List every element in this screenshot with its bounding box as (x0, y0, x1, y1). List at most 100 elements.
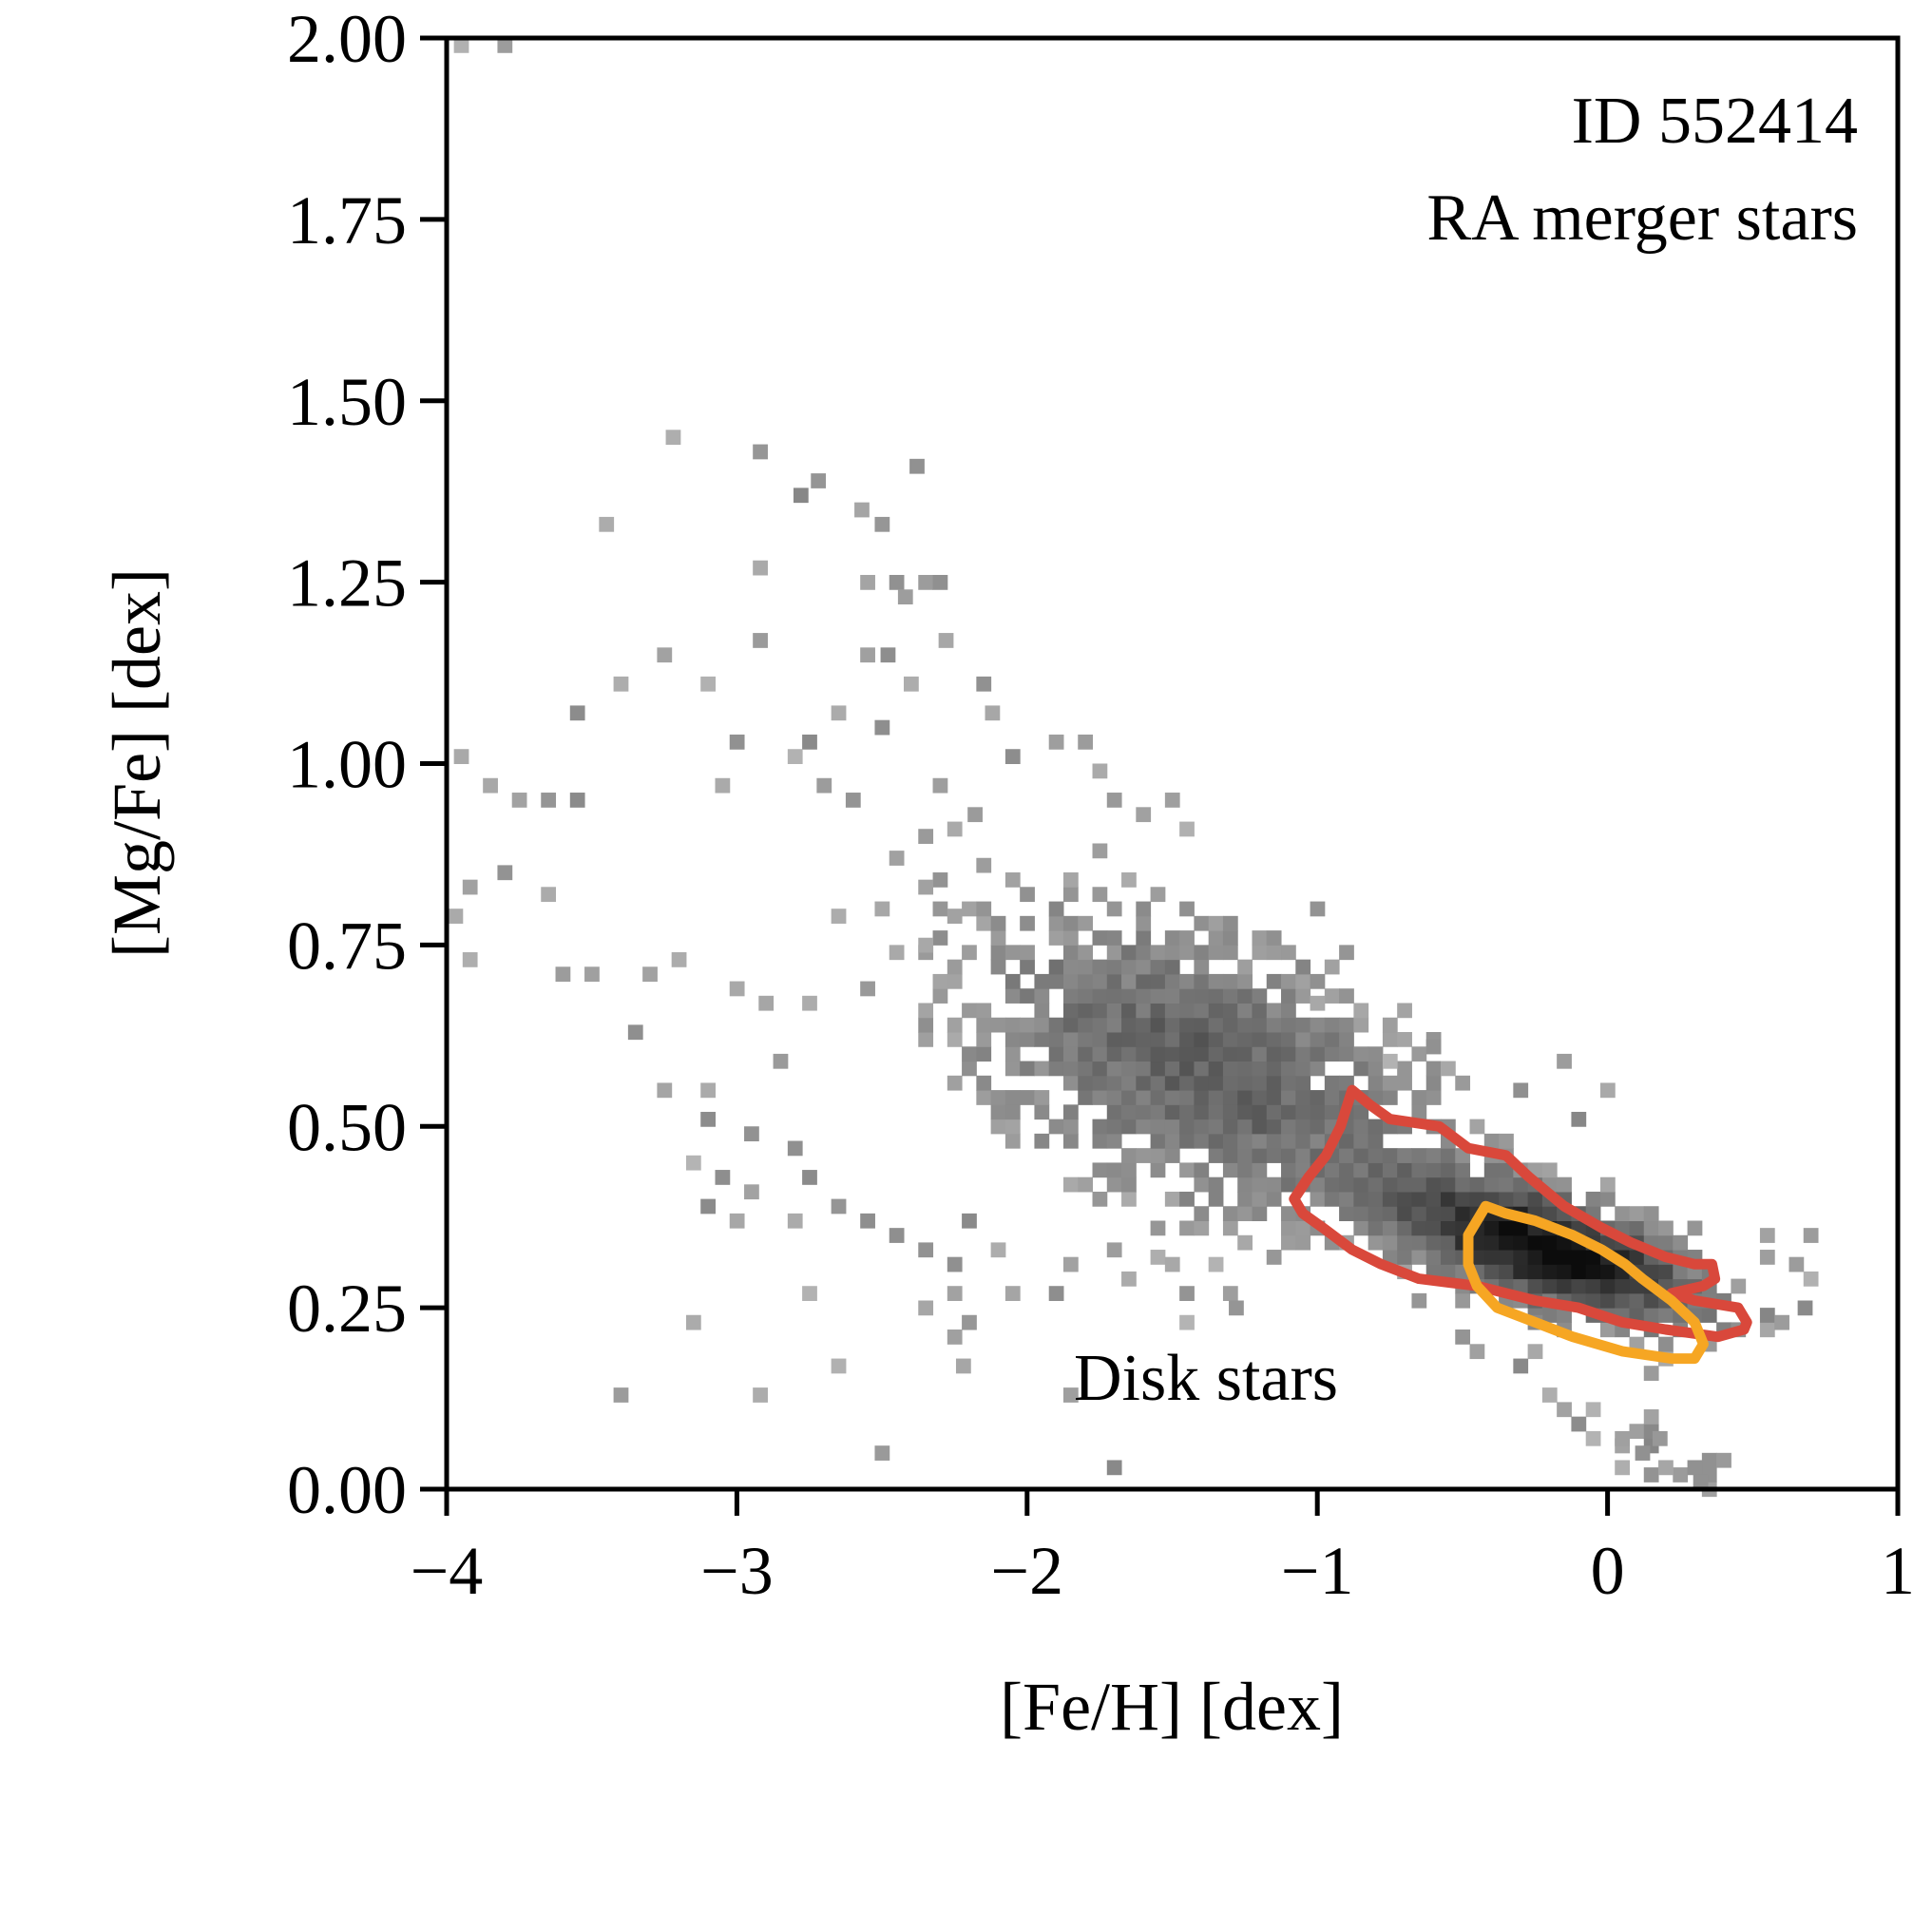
heatmap-cell (1222, 930, 1238, 946)
heatmap-cell (1078, 1031, 1094, 1047)
x-axis-ticks: −4 −3 −2 −1 0 1 (411, 1489, 1915, 1609)
heatmap-cell (990, 959, 1006, 975)
heatmap-cell (1527, 1191, 1543, 1207)
heatmap-cell (1310, 901, 1326, 917)
heatmap-cell (1048, 901, 1064, 917)
heatmap-cell (1353, 1046, 1369, 1062)
heatmap-sparse-cell (1571, 1111, 1587, 1127)
heatmap-cell (1136, 1075, 1152, 1091)
heatmap-cell (1411, 1148, 1427, 1163)
heatmap-cell (1483, 1220, 1500, 1236)
heatmap-cell (1062, 945, 1079, 961)
heatmap-cell (1237, 1075, 1253, 1091)
heatmap-cell (1121, 1119, 1137, 1135)
heatmap-cell (1499, 1176, 1514, 1193)
heatmap-sparse-cell (715, 777, 731, 794)
heatmap-cell (1078, 1090, 1094, 1105)
heatmap-cell (1310, 1046, 1326, 1062)
heatmap-cell (1136, 1046, 1152, 1062)
heatmap-cell (1237, 1148, 1253, 1163)
heatmap-sparse-cell (773, 1053, 789, 1069)
heatmap-cell (1266, 1046, 1282, 1062)
heatmap-cell (1411, 1162, 1427, 1178)
heatmap-cell (1020, 887, 1035, 903)
heatmap-cell (1252, 1148, 1268, 1163)
heatmap-cell (1062, 988, 1079, 1004)
heatmap-cell (1339, 1176, 1354, 1193)
heatmap-cell (1440, 1162, 1456, 1178)
heatmap-cell (1425, 1206, 1442, 1222)
heatmap-cell (1237, 1017, 1253, 1033)
heatmap-cell (1425, 1162, 1442, 1178)
heatmap-cell (918, 1031, 934, 1047)
heatmap-cell (932, 901, 948, 917)
heatmap-cell (1425, 1220, 1442, 1236)
heatmap-cell (1179, 1133, 1195, 1149)
heatmap-cell (1150, 1220, 1166, 1236)
heatmap-cell (918, 829, 934, 844)
heatmap-sparse-cell (1469, 1344, 1485, 1360)
heatmap-sparse-cell (1615, 1430, 1631, 1446)
heatmap-cell (1164, 988, 1180, 1004)
heatmap-sparse-cell (831, 909, 847, 924)
id-annotation: ID 552414 (1572, 85, 1858, 158)
heatmap-cell (1164, 945, 1180, 961)
heatmap-cell (1004, 973, 1021, 989)
heatmap-sparse-cell (753, 633, 768, 648)
heatmap-sparse-cell (753, 1387, 768, 1403)
heatmap-sparse-cell (555, 966, 571, 983)
heatmap-cell (1150, 973, 1166, 989)
heatmap-cell (1179, 1119, 1195, 1135)
heatmap-cell (1121, 1075, 1137, 1091)
heatmap-sparse-cell (1121, 1271, 1137, 1287)
heatmap-cell (1252, 1191, 1268, 1207)
heatmap-cell (1557, 1308, 1572, 1323)
heatmap-cell (1411, 1104, 1427, 1120)
heatmap-cell (1266, 1133, 1282, 1149)
heatmap-cell (1136, 1090, 1152, 1105)
heatmap-sparse-cell (947, 1286, 963, 1301)
heatmap-cell (1194, 1133, 1210, 1149)
heatmap-cell (1179, 1162, 1195, 1178)
heatmap-cell (1339, 1017, 1354, 1033)
disk-stars-contour (1463, 1200, 1709, 1365)
heatmap-cell (1004, 1119, 1021, 1135)
heatmap-sparse-cell (874, 719, 890, 736)
heatmap-cell (1252, 1119, 1268, 1135)
heatmap-cell (1106, 901, 1122, 917)
heatmap-cell (1106, 973, 1122, 989)
heatmap-cell (990, 930, 1006, 946)
heatmap-cell (1266, 945, 1282, 961)
heatmap-cell (1106, 1104, 1122, 1120)
heatmap-cell (1411, 1090, 1427, 1105)
heatmap-cell (1266, 930, 1282, 946)
heatmap-cell (1092, 930, 1108, 946)
heatmap-cell (1222, 1148, 1238, 1163)
heatmap-sparse-cell (1615, 1460, 1631, 1476)
heatmap-cell (1585, 1264, 1601, 1280)
x-tick-label: −2 (990, 1533, 1063, 1609)
heatmap-sparse-cell (1803, 1228, 1819, 1243)
heatmap-cell (1557, 1250, 1572, 1265)
heatmap-cell (1106, 1119, 1122, 1135)
heatmap-sparse-cell (854, 502, 870, 518)
heatmap-cell (1208, 1003, 1224, 1019)
heatmap-sparse-cell (1693, 1474, 1709, 1490)
heatmap-sparse-cell (1797, 1300, 1813, 1316)
heatmap-cell (1353, 1061, 1369, 1077)
heatmap-sparse-cell (665, 430, 681, 446)
heatmap-sparse-cell (1004, 1286, 1021, 1301)
heatmap-cell (1382, 1234, 1398, 1251)
heatmap-cell (1078, 915, 1094, 931)
x-tick-label: 1 (1881, 1533, 1915, 1609)
heatmap-cell (1368, 1148, 1384, 1163)
heatmap-cell (1266, 1031, 1282, 1047)
heatmap-cell (1222, 915, 1238, 931)
heatmap-cell (1150, 1133, 1166, 1149)
heatmap-cell (1237, 1133, 1253, 1149)
heatmap-cell (962, 901, 977, 917)
heatmap-cell (1004, 1031, 1021, 1047)
heatmap-cell (1440, 1191, 1456, 1207)
heatmap-cell (990, 1119, 1006, 1135)
heatmap-cell (1571, 1264, 1587, 1280)
